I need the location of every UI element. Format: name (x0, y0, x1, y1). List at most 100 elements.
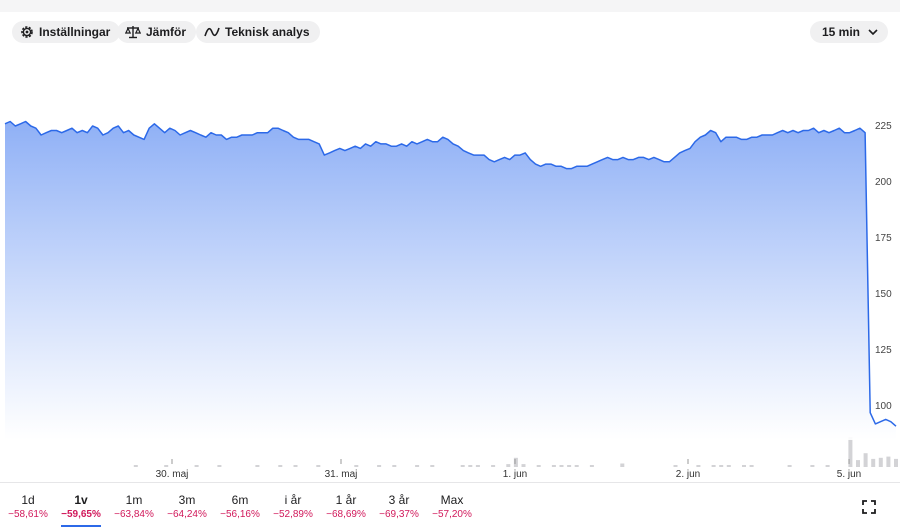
y-axis: 100 125 150 175 200 225 (875, 121, 892, 412)
range-tab[interactable]: 3m −64,24% (161, 493, 213, 520)
range-tab-change: −59,65% (61, 509, 101, 520)
volume-bar (164, 465, 169, 467)
range-tab-change: −63,84% (114, 509, 154, 520)
price-area (4, 120, 897, 440)
range-tab[interactable]: 1v −59,65% (55, 493, 107, 527)
range-tab-label: 3m (178, 493, 196, 507)
volume-bar (513, 457, 518, 467)
range-tab-change: −58,61% (8, 509, 48, 520)
volume-bar (194, 465, 199, 467)
trend-line-icon (204, 27, 220, 37)
volume-bar (749, 465, 754, 467)
price-area-fill (5, 121, 896, 440)
volume-bar (415, 465, 420, 467)
y-tick-label: 175 (875, 233, 892, 244)
range-tab-label: Max (440, 493, 464, 507)
volume-bar (825, 465, 830, 467)
x-axis: 30. maj 31. maj 1. jun 2. jun 5. jun (156, 459, 861, 480)
range-tab-change: −69,37% (379, 509, 419, 520)
volume-bar (536, 465, 541, 467)
range-tab-label: 1 år (335, 493, 357, 507)
volume-bar (871, 458, 876, 467)
range-tab-label: 1d (21, 493, 35, 507)
range-tab[interactable]: 3 år −69,37% (373, 493, 425, 520)
active-tab-indicator (61, 525, 101, 527)
volume-bar (293, 465, 298, 467)
range-tab[interactable]: 1d −58,61% (2, 493, 54, 520)
volume-bar (810, 465, 815, 467)
volume-bar (742, 465, 746, 467)
range-tab-label: 1v (74, 493, 88, 507)
price-line (4, 120, 897, 427)
volume-bar (719, 465, 724, 467)
x-tick-label: 2. jun (676, 469, 700, 480)
range-tab-label: 1m (125, 493, 143, 507)
volume-bar (711, 465, 716, 467)
volume-bar (574, 465, 579, 467)
volume-bar (506, 464, 511, 467)
volume-bar (567, 465, 572, 467)
volume-bar (856, 460, 860, 467)
technical-analysis-button[interactable]: Teknisk analys (196, 21, 320, 43)
fullscreen-icon[interactable] (862, 500, 876, 514)
compare-label: Jämför (146, 25, 187, 39)
volume-bar (491, 465, 496, 467)
compare-button[interactable]: Jämför (117, 21, 197, 43)
volume-bar (316, 465, 321, 467)
volume-bar (217, 465, 222, 467)
x-tick-label: 5. jun (837, 469, 861, 480)
range-tab[interactable]: 1m −63,84% (108, 493, 160, 520)
gear-icon (21, 26, 33, 38)
range-tab-label: 6m (231, 493, 249, 507)
chart-toolbar: Inställningar Jämför Teknisk analys 15 m… (0, 12, 900, 52)
volume-bar (894, 458, 898, 467)
volume-bar (551, 465, 556, 467)
volume-bar (377, 465, 382, 467)
price-chart[interactable]: 100 125 150 175 200 225 30. maj 31. maj 1. jun 2… (0, 12, 900, 482)
y-tick-label: 225 (875, 121, 892, 132)
volume-bar (787, 465, 792, 467)
chevron-down-icon (868, 29, 878, 35)
volume-bar (696, 465, 701, 467)
volume-bar (673, 465, 678, 467)
range-tab-change: −68,69% (326, 509, 366, 520)
range-tab-change: −57,20% (432, 509, 472, 520)
volume-bar (863, 453, 868, 467)
volume-bar (430, 465, 435, 467)
volume-bar (521, 464, 526, 467)
volume-bar (392, 465, 397, 467)
scale-icon (125, 26, 141, 39)
range-tab-label: 3 år (388, 493, 410, 507)
chart-panel: Inställningar Jämför Teknisk analys 15 m… (0, 12, 900, 529)
volume-bar (460, 465, 465, 467)
y-tick-label: 200 (875, 177, 892, 188)
range-tab[interactable]: 6m −56,16% (214, 493, 266, 520)
volume-bar (886, 456, 891, 467)
volume-bars (133, 437, 898, 467)
volume-bar (133, 465, 138, 467)
x-tick-label: 30. maj (156, 469, 189, 480)
volume-bar (559, 465, 564, 467)
technical-analysis-label: Teknisk analys (225, 25, 310, 39)
volume-bar (354, 465, 359, 467)
range-tab[interactable]: Max −57,20% (426, 493, 478, 520)
settings-label: Inställningar (39, 25, 111, 39)
range-tab-change: −52,89% (273, 509, 313, 520)
volume-bar (878, 457, 883, 467)
y-tick-label: 150 (875, 289, 892, 300)
interval-select[interactable]: 15 min (809, 21, 888, 43)
volume-bar (848, 437, 853, 467)
y-tick-label: 100 (875, 401, 892, 412)
range-selector: 1d −58,61% 1v −59,65% 1m −63,84% 3m −64,24% 6m −5… (0, 482, 900, 530)
volume-bar (726, 465, 731, 467)
settings-button[interactable]: Inställningar (12, 21, 121, 43)
volume-bar (589, 465, 594, 467)
range-tab-change: −64,24% (167, 509, 207, 520)
volume-bar (620, 463, 625, 467)
y-tick-label: 125 (875, 345, 892, 356)
range-tab[interactable]: i år −52,89% (267, 493, 319, 520)
volume-bar (255, 465, 260, 467)
volume-bar (475, 465, 480, 467)
range-tab[interactable]: 1 år −68,69% (320, 493, 372, 520)
volume-bar (278, 465, 283, 467)
